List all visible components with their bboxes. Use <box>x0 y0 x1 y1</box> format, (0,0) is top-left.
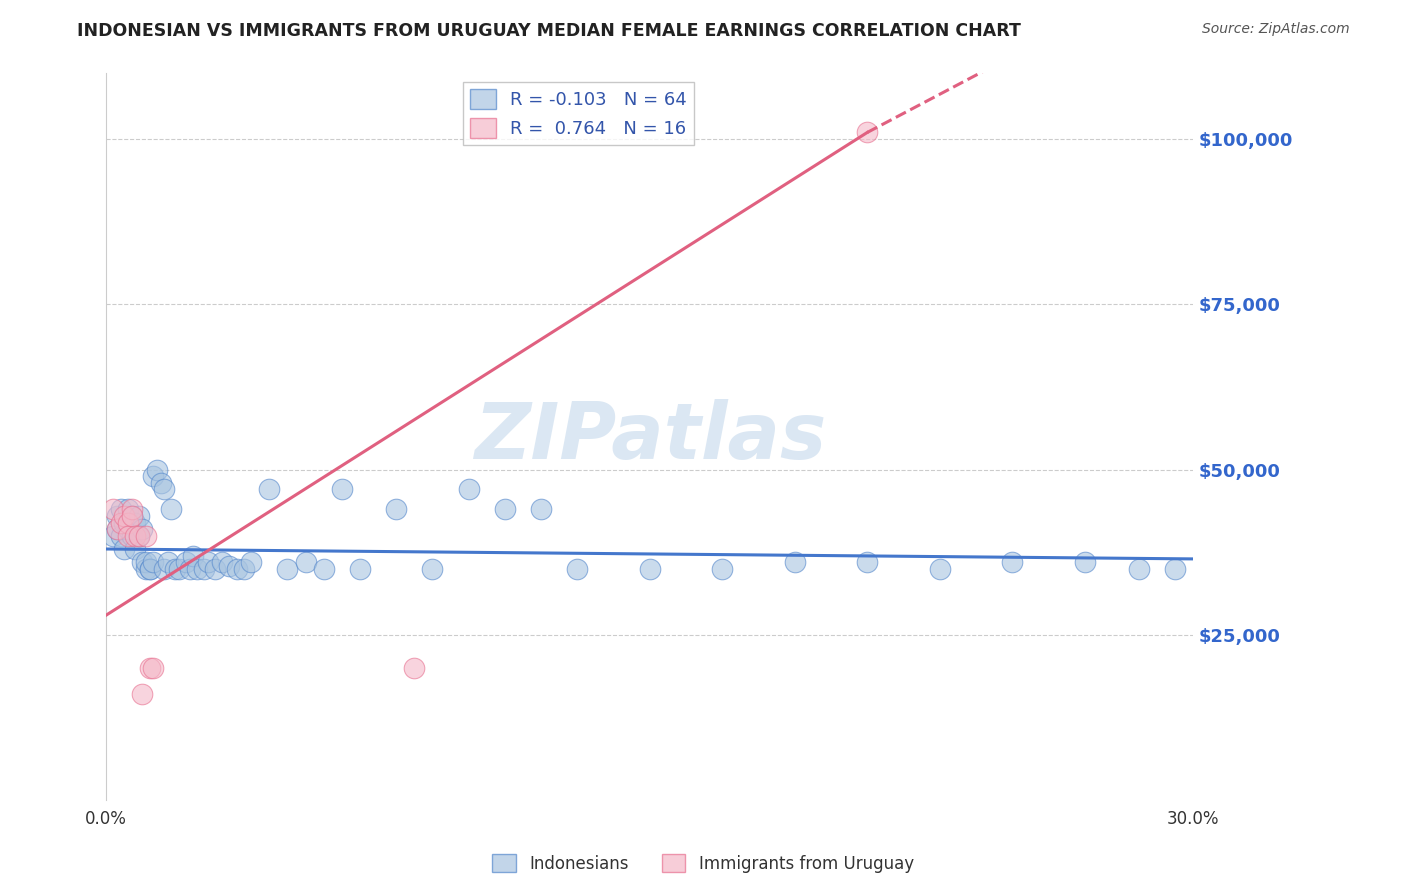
Point <box>121 529 143 543</box>
Point <box>128 508 150 523</box>
Text: Source: ZipAtlas.com: Source: ZipAtlas.com <box>1202 22 1350 37</box>
Point <box>142 469 165 483</box>
Point <box>349 562 371 576</box>
Point <box>638 562 661 576</box>
Legend: Indonesians, Immigrants from Uruguay: Indonesians, Immigrants from Uruguay <box>485 847 921 880</box>
Point <box>186 562 208 576</box>
Point <box>1001 555 1024 569</box>
Point <box>146 463 169 477</box>
Point <box>138 562 160 576</box>
Point <box>385 502 408 516</box>
Point <box>156 555 179 569</box>
Point <box>138 562 160 576</box>
Point <box>404 661 426 675</box>
Point <box>225 562 247 576</box>
Point <box>197 555 219 569</box>
Point <box>567 562 589 576</box>
Point <box>240 555 263 569</box>
Point <box>276 562 298 576</box>
Point <box>110 529 132 543</box>
Point <box>1073 555 1095 569</box>
Point <box>149 475 172 490</box>
Point <box>1164 562 1187 576</box>
Point <box>117 522 139 536</box>
Point <box>103 529 125 543</box>
Point <box>110 516 132 530</box>
Point <box>259 483 281 497</box>
Point <box>124 529 146 543</box>
Point <box>117 529 139 543</box>
Point <box>131 688 153 702</box>
Point <box>138 661 160 675</box>
Point <box>142 661 165 675</box>
Point <box>112 508 135 523</box>
Point <box>105 522 128 536</box>
Point <box>160 502 183 516</box>
Point <box>165 562 187 576</box>
Point <box>121 508 143 523</box>
Point <box>1128 562 1150 576</box>
Point <box>153 483 176 497</box>
Point <box>128 529 150 543</box>
Point <box>135 555 157 569</box>
Point <box>124 541 146 556</box>
Point <box>181 549 204 563</box>
Point <box>193 562 215 576</box>
Point <box>117 516 139 530</box>
Point <box>530 502 553 516</box>
Point <box>121 502 143 516</box>
Point <box>142 555 165 569</box>
Point <box>128 529 150 543</box>
Point <box>204 562 226 576</box>
Point <box>112 541 135 556</box>
Point <box>103 502 125 516</box>
Point <box>494 502 516 516</box>
Point <box>117 502 139 516</box>
Point <box>121 508 143 523</box>
Point <box>457 483 479 497</box>
Point <box>783 555 806 569</box>
Point <box>124 516 146 530</box>
Legend: R = -0.103   N = 64, R =  0.764   N = 16: R = -0.103 N = 64, R = 0.764 N = 16 <box>463 82 695 145</box>
Point <box>153 562 176 576</box>
Point <box>211 555 233 569</box>
Point <box>174 555 197 569</box>
Point <box>422 562 444 576</box>
Point <box>112 516 135 530</box>
Point <box>105 508 128 523</box>
Point <box>135 562 157 576</box>
Point <box>135 529 157 543</box>
Point <box>131 522 153 536</box>
Point <box>218 558 240 573</box>
Point <box>110 502 132 516</box>
Text: ZIPatlas: ZIPatlas <box>474 399 825 475</box>
Point <box>711 562 734 576</box>
Point <box>856 126 879 140</box>
Point <box>856 555 879 569</box>
Point <box>131 555 153 569</box>
Point <box>105 522 128 536</box>
Point <box>294 555 316 569</box>
Text: INDONESIAN VS IMMIGRANTS FROM URUGUAY MEDIAN FEMALE EARNINGS CORRELATION CHART: INDONESIAN VS IMMIGRANTS FROM URUGUAY ME… <box>77 22 1021 40</box>
Point <box>167 562 190 576</box>
Point <box>312 562 335 576</box>
Point <box>232 562 254 576</box>
Point <box>179 562 201 576</box>
Point <box>928 562 950 576</box>
Point <box>330 483 353 497</box>
